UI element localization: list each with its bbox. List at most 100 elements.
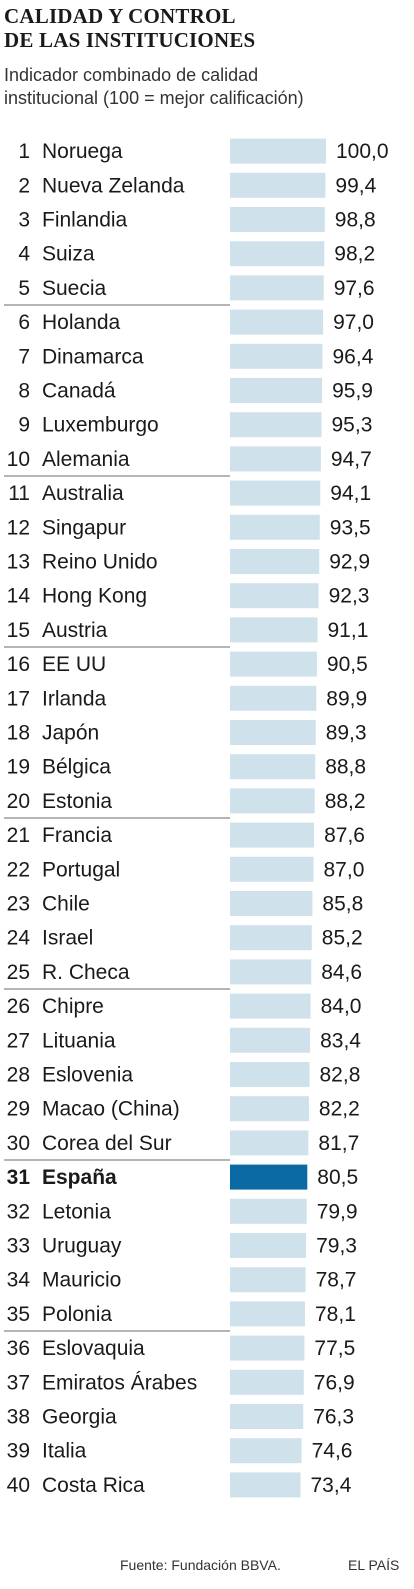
- bar-12: [230, 514, 320, 540]
- bar-2: [230, 172, 326, 198]
- country-label-31: España: [42, 1166, 117, 1189]
- value-label-18: 89,3: [326, 722, 367, 745]
- bar-31: [230, 1164, 308, 1190]
- rank-label-2: 2: [18, 174, 30, 197]
- rank-label-9: 9: [18, 414, 30, 437]
- bar-24: [230, 925, 312, 951]
- value-label-19: 88,8: [325, 756, 366, 779]
- rank-label-22: 22: [7, 858, 30, 881]
- chart-title-line-2: de las instituciones: [4, 28, 256, 52]
- rank-label-7: 7: [18, 345, 30, 368]
- rank-label-1: 1: [18, 140, 30, 163]
- country-label-8: Canadá: [42, 380, 116, 403]
- bar-8: [230, 378, 323, 403]
- rank-label-13: 13: [7, 551, 30, 574]
- rank-label-39: 39: [7, 1440, 30, 1463]
- bar-16: [230, 651, 317, 677]
- country-label-15: Austria: [42, 619, 108, 642]
- value-label-15: 91,1: [328, 619, 369, 642]
- country-label-5: Suecia: [42, 277, 107, 300]
- value-label-4: 98,2: [334, 243, 375, 266]
- bar-37: [230, 1369, 304, 1395]
- country-label-22: Portugal: [42, 858, 120, 881]
- rank-label-3: 3: [18, 209, 30, 232]
- rank-label-12: 12: [7, 516, 30, 539]
- rank-label-27: 27: [7, 1029, 30, 1052]
- bar-3: [230, 207, 325, 232]
- bar-6: [230, 309, 324, 335]
- rank-label-21: 21: [7, 824, 30, 847]
- country-label-11: Australia: [42, 482, 124, 505]
- bar-19: [230, 754, 316, 780]
- country-label-30: Corea del Sur: [42, 1132, 172, 1155]
- country-label-16: EE UU: [42, 653, 106, 676]
- country-label-38: Georgia: [42, 1406, 117, 1429]
- value-label-14: 92,3: [329, 585, 370, 608]
- rank-label-23: 23: [7, 893, 30, 916]
- value-label-28: 82,8: [320, 1064, 361, 1087]
- value-label-23: 85,8: [322, 893, 363, 916]
- rank-label-5: 5: [18, 277, 30, 300]
- rank-label-35: 35: [7, 1303, 30, 1326]
- value-label-31: 80,5: [317, 1166, 358, 1189]
- country-label-17: Irlanda: [42, 687, 107, 710]
- rank-label-31: 31: [7, 1166, 31, 1189]
- country-label-34: Mauricio: [42, 1269, 121, 1292]
- rank-label-28: 28: [7, 1064, 30, 1087]
- value-label-35: 78,1: [315, 1303, 356, 1326]
- country-label-18: Japón: [42, 722, 99, 745]
- chart-subtitle: Indicador combinado de calidad instituci…: [4, 64, 404, 110]
- bar-36: [230, 1335, 305, 1361]
- bar-17: [230, 685, 317, 711]
- country-label-3: Finlandia: [42, 209, 128, 232]
- country-label-36: Eslovaquia: [42, 1337, 145, 1360]
- country-label-9: Luxemburgo: [42, 414, 159, 437]
- country-label-35: Polonia: [42, 1303, 112, 1326]
- rank-label-38: 38: [7, 1406, 30, 1429]
- bar-30: [230, 1130, 309, 1156]
- bar-38: [230, 1404, 304, 1429]
- rank-label-6: 6: [18, 311, 30, 334]
- country-label-37: Emiratos Árabes: [42, 1371, 197, 1394]
- rank-label-34: 34: [7, 1269, 31, 1292]
- value-label-7: 96,4: [333, 345, 374, 368]
- rank-label-16: 16: [7, 653, 30, 676]
- value-label-9: 95,3: [332, 414, 373, 437]
- rank-label-24: 24: [7, 927, 31, 950]
- value-label-36: 77,5: [314, 1337, 355, 1360]
- value-label-10: 94,7: [331, 448, 372, 471]
- value-label-39: 74,6: [312, 1440, 353, 1463]
- bar-40: [230, 1472, 301, 1498]
- bar-23: [230, 891, 313, 916]
- rank-label-40: 40: [7, 1474, 30, 1497]
- bar-39: [230, 1438, 302, 1464]
- country-label-14: Hong Kong: [42, 585, 147, 608]
- value-label-26: 84,0: [321, 995, 362, 1018]
- rank-label-30: 30: [7, 1132, 30, 1155]
- value-label-6: 97,0: [333, 311, 374, 334]
- rank-label-14: 14: [7, 585, 31, 608]
- bar-22: [230, 856, 314, 882]
- value-label-25: 84,6: [321, 961, 362, 984]
- value-label-22: 87,0: [324, 858, 365, 881]
- country-label-32: Letonia: [42, 1200, 111, 1223]
- value-label-40: 73,4: [311, 1474, 352, 1497]
- country-label-33: Uruguay: [42, 1235, 122, 1258]
- ranking-bar-chart: 1 Noruega 100,0 2 Nueva Zelanda 99,4 3 Finlandi…: [4, 138, 389, 1498]
- country-label-2: Nueva Zelanda: [42, 174, 185, 197]
- value-label-21: 87,6: [324, 824, 365, 847]
- country-label-10: Alemania: [42, 448, 130, 471]
- bar-18: [230, 720, 316, 745]
- value-label-17: 89,9: [326, 687, 367, 710]
- country-label-39: Italia: [42, 1440, 87, 1463]
- country-label-27: Lituania: [42, 1029, 116, 1052]
- country-label-29: Macao (China): [42, 1098, 180, 1121]
- country-label-4: Suiza: [42, 243, 95, 266]
- country-label-24: Israel: [42, 927, 93, 950]
- country-label-25: R. Checa: [42, 961, 130, 984]
- value-label-37: 76,9: [314, 1371, 355, 1394]
- country-label-1: Noruega: [42, 140, 123, 163]
- bar-20: [230, 788, 315, 814]
- rank-label-10: 10: [7, 448, 30, 471]
- bar-4: [230, 241, 325, 267]
